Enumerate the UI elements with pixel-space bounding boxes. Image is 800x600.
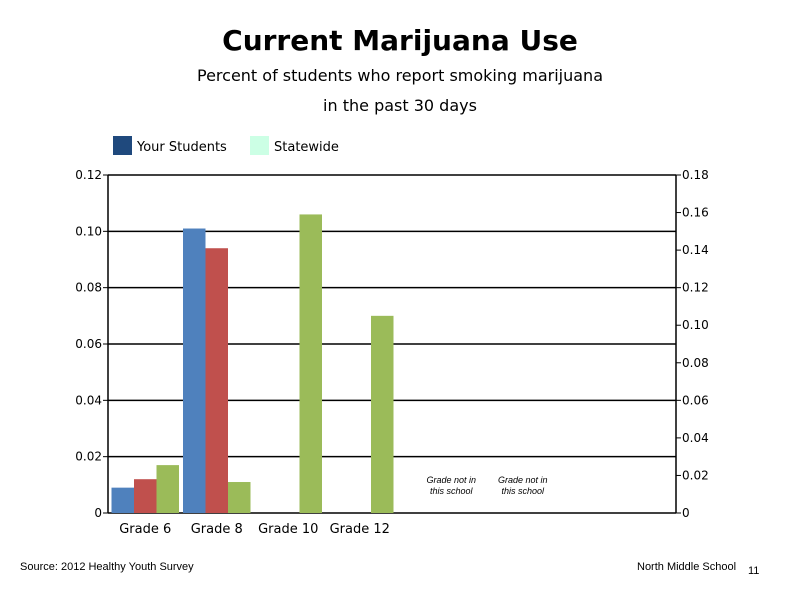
chart-subtitle-line1: Percent of students who report smoking m… bbox=[197, 66, 603, 85]
annotation-text: Grade not in bbox=[426, 475, 476, 485]
bar bbox=[134, 479, 157, 513]
legend-label: Statewide bbox=[274, 140, 339, 155]
y-right-tick-label: 0.04 bbox=[682, 431, 709, 445]
chart-subtitle-line2: in the past 30 days bbox=[323, 96, 477, 115]
x-tick-label: Grade 6 bbox=[119, 522, 171, 537]
y-right-tick-label: 0.14 bbox=[682, 243, 709, 257]
y-left-tick-label: 0.06 bbox=[75, 337, 102, 351]
school-name: North Middle School bbox=[637, 561, 737, 573]
annotation-text: this school bbox=[430, 486, 474, 496]
bar bbox=[371, 315, 394, 513]
bar bbox=[111, 487, 134, 513]
annotation-text: this school bbox=[501, 486, 545, 496]
page-number: 11 bbox=[748, 565, 760, 577]
bar bbox=[156, 465, 179, 513]
y-right-tick-label: 0.02 bbox=[682, 468, 709, 482]
y-right-tick-label: 0.08 bbox=[682, 356, 709, 370]
x-tick-label: Grade 8 bbox=[191, 522, 243, 537]
legend-swatch bbox=[250, 136, 269, 155]
bar bbox=[205, 248, 228, 513]
bar bbox=[299, 214, 322, 513]
y-right-tick-label: 0.12 bbox=[682, 281, 709, 295]
y-left-tick-label: 0.12 bbox=[75, 168, 102, 182]
y-left-tick-label: 0.04 bbox=[75, 393, 102, 407]
y-left-tick-label: 0.08 bbox=[75, 281, 102, 295]
bar bbox=[183, 228, 206, 513]
x-tick-label: Grade 12 bbox=[330, 522, 390, 537]
y-left-tick-label: 0.02 bbox=[75, 450, 102, 464]
y-right-tick-label: 0.16 bbox=[682, 206, 709, 220]
chart-title: Current Marijuana Use bbox=[222, 24, 578, 57]
annotation-text: Grade not in bbox=[498, 475, 548, 485]
y-left-tick-label: 0 bbox=[94, 506, 102, 520]
y-left-tick-label: 0.10 bbox=[75, 224, 102, 238]
source-note: Source: 2012 Healthy Youth Survey bbox=[20, 561, 194, 573]
y-right-tick-label: 0.10 bbox=[682, 318, 709, 332]
x-tick-label: Grade 10 bbox=[258, 522, 318, 537]
y-right-tick-label: 0 bbox=[682, 506, 690, 520]
legend-label: Your Students bbox=[136, 140, 227, 155]
y-right-tick-label: 0.18 bbox=[682, 168, 709, 182]
bar bbox=[228, 482, 251, 513]
legend-swatch bbox=[113, 136, 132, 155]
y-right-tick-label: 0.06 bbox=[682, 393, 709, 407]
